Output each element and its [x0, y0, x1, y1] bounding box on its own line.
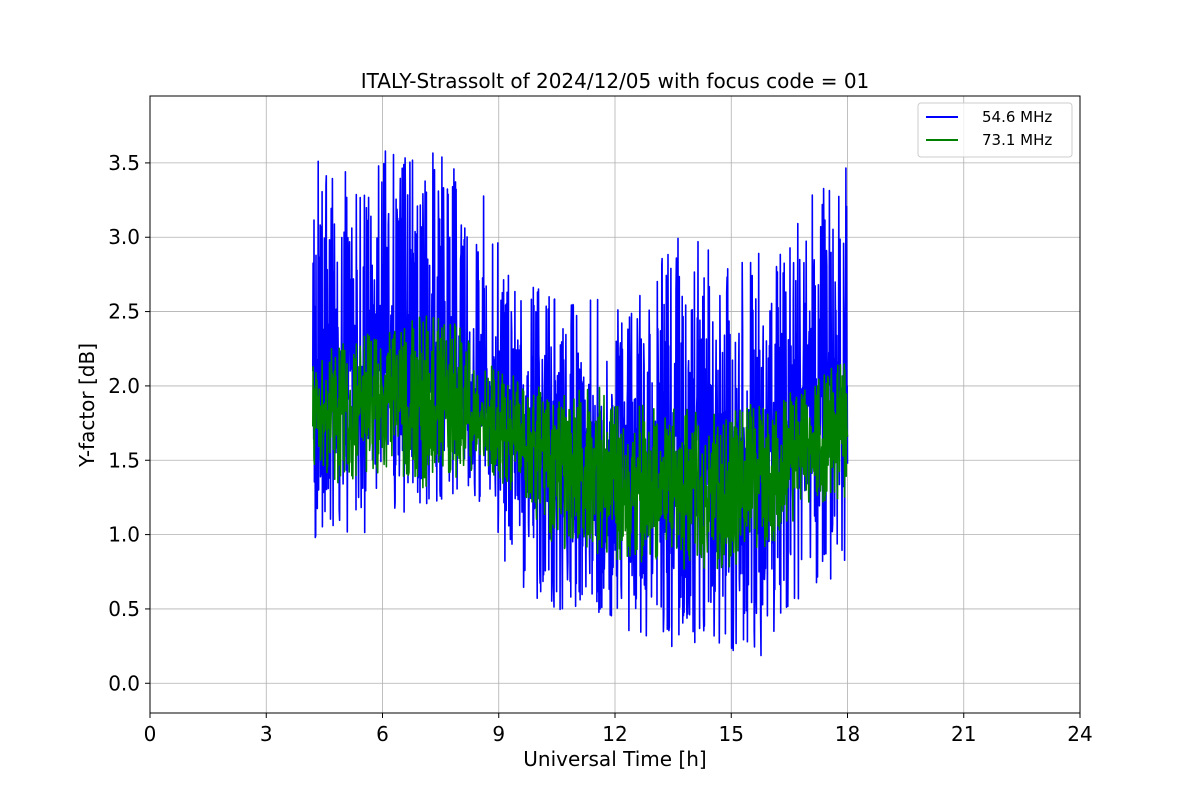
x-tick-label: 18: [835, 722, 860, 746]
x-axis-label: Universal Time [h]: [523, 747, 706, 771]
legend: 54.6 MHz 73.1 MHz: [917, 102, 1073, 158]
y-ticks: 0.0 0.5 1.0 1.5 2.0 2.5 3.0 3.5: [108, 151, 150, 695]
x-tick-label: 21: [951, 722, 976, 746]
x-tick-label: 12: [602, 722, 627, 746]
y-tick-label: 2.5: [108, 300, 140, 324]
x-tick-label: 0: [144, 722, 157, 746]
y-tick-label: 0.5: [108, 597, 140, 621]
series-line-73-1-mhz: [312, 315, 849, 570]
y-tick-label: 2.0: [108, 374, 140, 398]
x-tick-label: 24: [1067, 722, 1092, 746]
legend-label-54-6-mhz: 54.6 MHz: [982, 108, 1052, 126]
y-tick-label: 1.0: [108, 523, 140, 547]
legend-label-73-1-mhz: 73.1 MHz: [982, 131, 1052, 149]
x-tick-label: 9: [492, 722, 505, 746]
x-ticks: 0 3 6 9 12 15 18 21 24: [144, 713, 1093, 746]
series-layer: [312, 150, 849, 657]
x-tick-label: 15: [719, 722, 744, 746]
chart-title: ITALY-Strassolt of 2024/12/05 with focus…: [361, 69, 870, 93]
y-axis-label: Y-factor [dB]: [75, 343, 99, 468]
y-tick-label: 3.0: [108, 225, 140, 249]
y-tick-label: 3.5: [108, 151, 140, 175]
x-tick-label: 6: [376, 722, 389, 746]
x-tick-label: 3: [260, 722, 273, 746]
y-tick-label: 1.5: [108, 448, 140, 472]
y-tick-label: 0.0: [108, 671, 140, 695]
